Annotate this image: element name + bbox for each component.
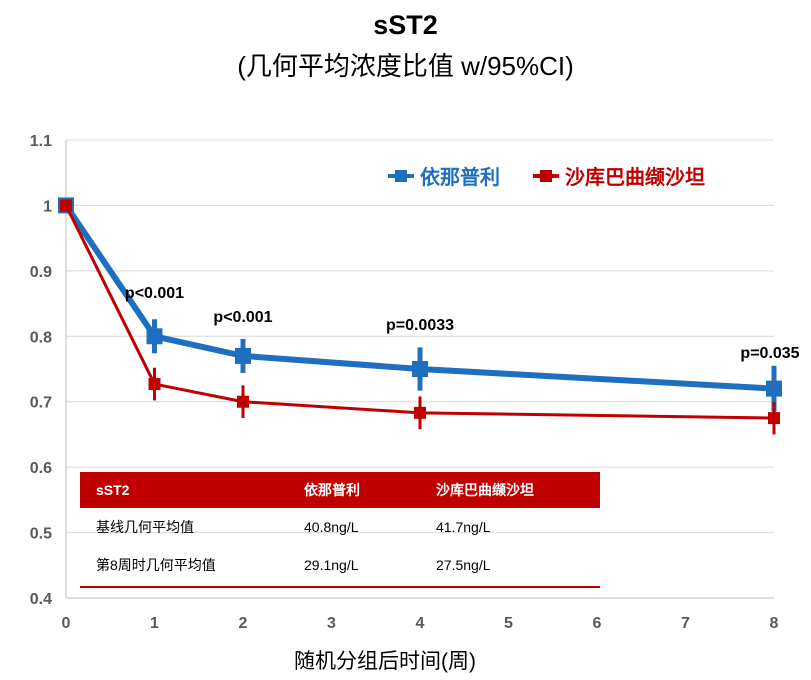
table-header-cell: 沙库巴曲缬沙坦 — [436, 482, 534, 498]
p-value-annotation: p<0.001 — [213, 309, 272, 326]
x-tick-label: 8 — [770, 615, 779, 632]
data-point — [768, 412, 780, 425]
data-point — [412, 361, 428, 377]
table-row: 基线几何平均值 40.8ng/L 41.7ng/L — [80, 508, 600, 546]
p-value-annotation: p=0.035 — [740, 345, 799, 362]
table-header-cell: 依那普利 — [304, 482, 360, 498]
legend-marker — [395, 170, 407, 182]
data-point — [235, 347, 251, 364]
legend-marker — [540, 170, 552, 182]
x-tick-label: 2 — [239, 615, 248, 632]
y-tick-label: 0.7 — [30, 395, 52, 412]
x-tick-label: 0 — [62, 615, 71, 632]
data-point — [766, 380, 782, 397]
y-tick-label: 1 — [43, 198, 52, 215]
x-axis-label: 随机分组后时间(周) — [294, 650, 476, 673]
table-row: 第8周时几何平均值 29.1ng/L 27.5ng/L — [80, 546, 600, 584]
data-point — [148, 378, 161, 391]
x-tick-label: 6 — [593, 615, 602, 632]
x-tick-label: 3 — [327, 615, 336, 632]
y-tick-label: 0.6 — [30, 460, 52, 477]
y-tick-label: 0.5 — [30, 526, 52, 543]
p-value-annotation: p<0.001 — [125, 285, 184, 302]
y-tick-label: 0.9 — [30, 264, 52, 281]
x-tick-label: 4 — [416, 615, 425, 632]
table-cell: 29.1ng/L — [304, 557, 359, 573]
table-cell: 40.8ng/L — [304, 519, 359, 535]
data-point — [237, 395, 249, 408]
legend-label: 依那普利 — [420, 165, 500, 189]
data-point — [60, 199, 72, 212]
y-tick-label: 1.1 — [30, 133, 52, 150]
table-cell: 41.7ng/L — [436, 519, 491, 535]
p-value-annotation: p=0.0033 — [386, 317, 454, 334]
chart-title: sST2 — [373, 10, 438, 40]
y-tick-label: 0.4 — [30, 591, 52, 608]
table-cell: 27.5ng/L — [436, 557, 491, 573]
y-tick-label: 0.8 — [30, 329, 52, 346]
data-point — [414, 406, 426, 419]
table-header-cell: sST2 — [96, 482, 130, 498]
table-bottom-rule — [80, 586, 600, 588]
data-point — [146, 328, 163, 345]
summary-table: sST2 依那普利 沙库巴曲缬沙坦 基线几何平均值 40.8ng/L 41.7n… — [80, 472, 600, 588]
table-cell: 基线几何平均值 — [96, 519, 194, 535]
x-tick-label: 1 — [150, 615, 159, 632]
table-header: sST2 依那普利 沙库巴曲缬沙坦 — [80, 472, 600, 508]
legend-label: 沙库巴曲缬沙坦 — [565, 165, 705, 189]
chart-subtitle: (几何平均浓度比值 w/95%CI) — [237, 51, 574, 81]
x-tick-label: 5 — [504, 615, 513, 632]
table-cell: 第8周时几何平均值 — [96, 557, 216, 573]
x-tick-label: 7 — [681, 615, 690, 632]
